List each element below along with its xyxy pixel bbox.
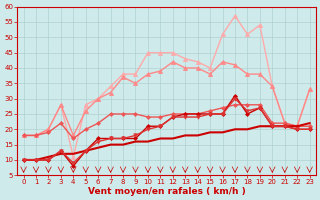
X-axis label: Vent moyen/en rafales ( km/h ): Vent moyen/en rafales ( km/h ): [88, 187, 245, 196]
